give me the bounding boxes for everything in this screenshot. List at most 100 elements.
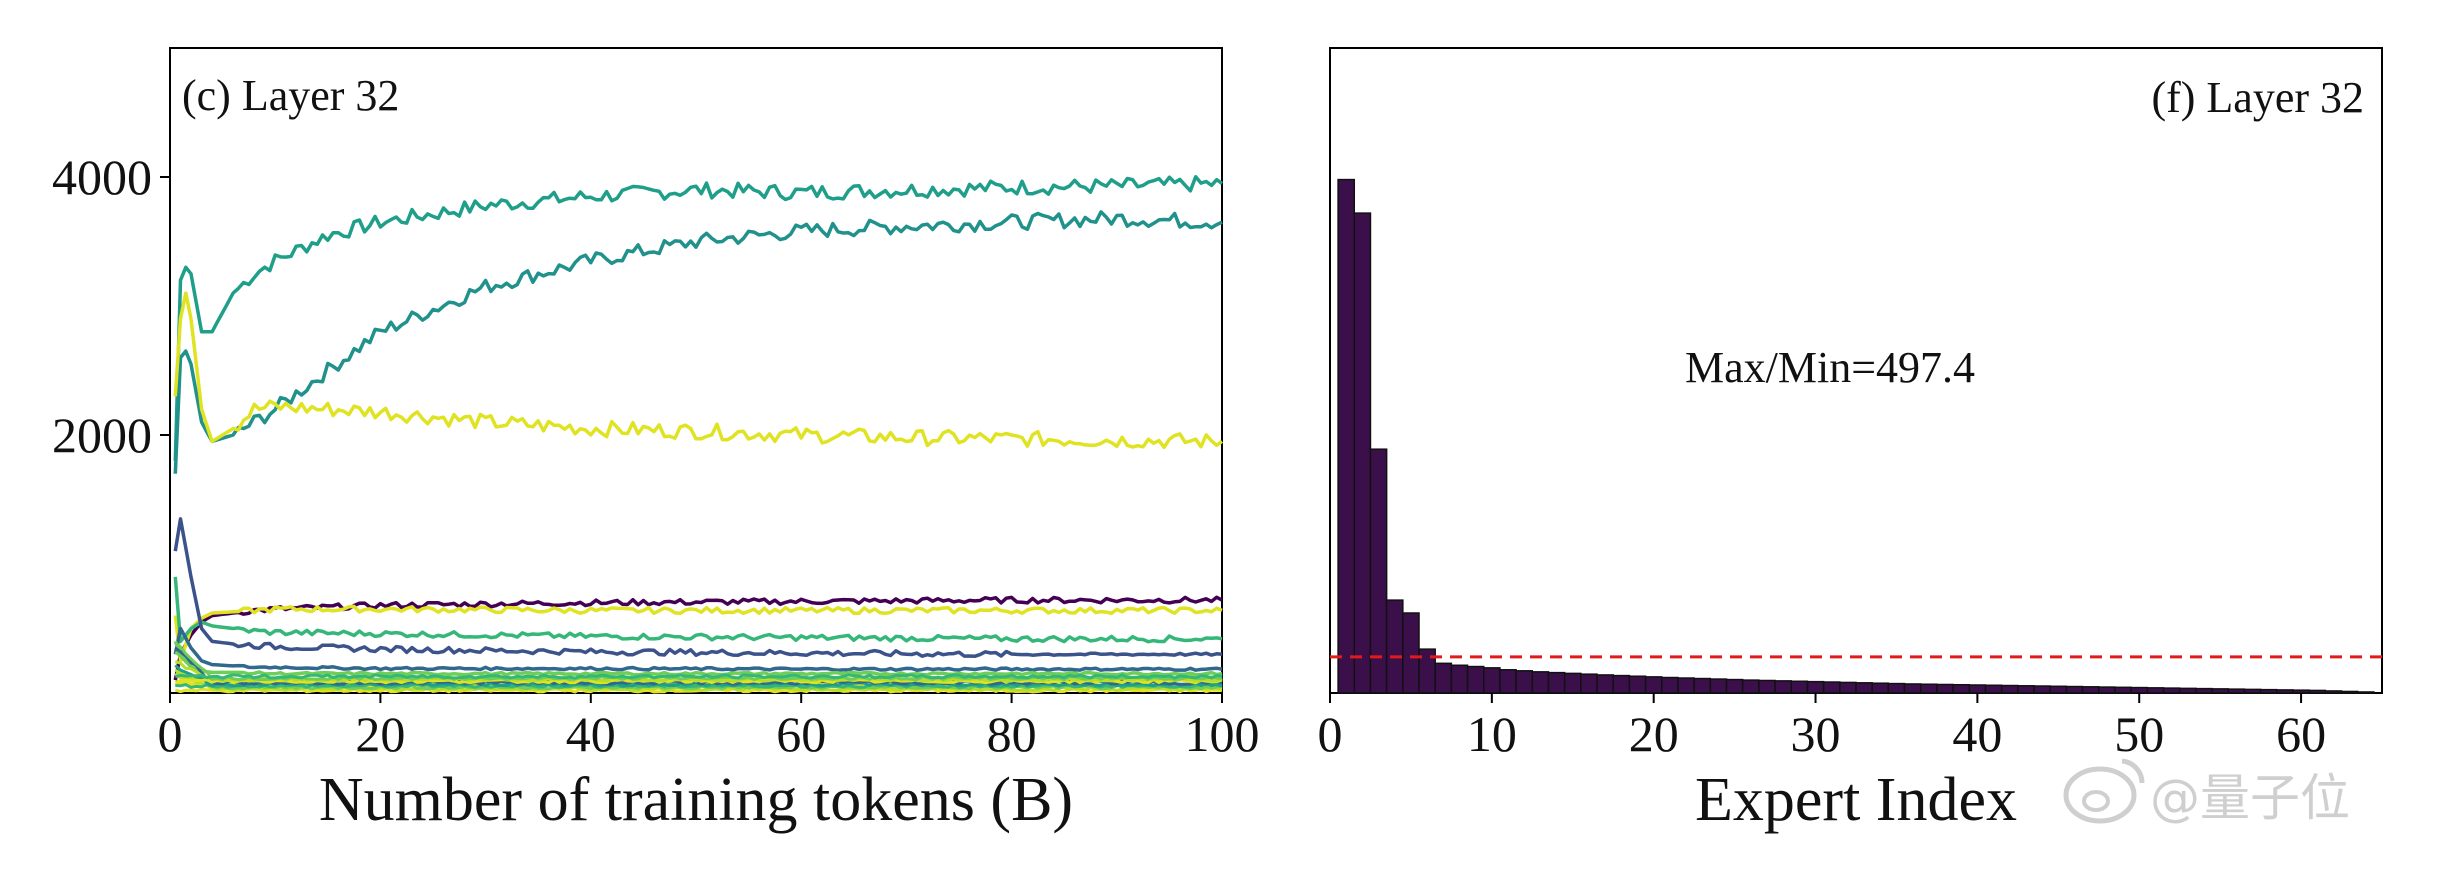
y-axis-ticks: 2000 4000 — [52, 149, 170, 463]
bar-expert-22 — [1677, 677, 1695, 694]
bar-expert-62 — [2324, 690, 2343, 694]
x-axis-title-right: Expert Index — [1695, 766, 2017, 834]
x-tick-label: 80 — [987, 706, 1037, 762]
bar-expert-10 — [1483, 667, 1501, 694]
bar-expert-7 — [1434, 662, 1453, 694]
line-series-2 — [173, 210, 1223, 474]
x-tick-label: 20 — [355, 706, 405, 762]
bar-expert-63 — [2340, 690, 2359, 694]
line-series-6 — [173, 576, 1223, 644]
x-axis-ticks-right: 0 10 20 30 40 50 60 — [1318, 693, 2326, 762]
bar-expert-46 — [2065, 685, 2084, 694]
bar-expert-11 — [1499, 669, 1517, 694]
plot-frame-left — [169, 47, 1223, 694]
x-tick-label: 40 — [566, 706, 616, 762]
max-min-annotation: Max/Min=497.4 — [1685, 343, 1975, 392]
bar-expert-51 — [2146, 687, 2165, 694]
panel-label-c: (c) Layer 32 — [182, 71, 399, 120]
x-tick-label: 0 — [158, 706, 183, 762]
bar-expert-3 — [1369, 448, 1388, 694]
bar-expert-40 — [1968, 684, 1987, 694]
x-tick-label: 60 — [776, 706, 826, 762]
bar-expert-30 — [1806, 680, 1825, 694]
bar-expert-33 — [1855, 682, 1873, 694]
x-tick-label: 0 — [1318, 706, 1343, 762]
bar-expert-57 — [2243, 688, 2262, 694]
bar-expert-42 — [2000, 684, 2019, 694]
bar-expert-50 — [2130, 686, 2149, 694]
bar-expert-18 — [1612, 674, 1631, 694]
bar-expert-21 — [1661, 676, 1679, 694]
line-series-minor-10 — [174, 673, 1223, 680]
bar-expert-32 — [1839, 681, 1857, 694]
bar-expert-48 — [2098, 686, 2116, 694]
bar-expert-17 — [1596, 674, 1614, 694]
bar-expert-27 — [1758, 679, 1776, 694]
bar-expert-38 — [1936, 683, 1954, 694]
bar-expert-26 — [1741, 679, 1760, 694]
x-axis-ticks: 0 20 40 60 80 100 — [158, 693, 1260, 762]
bar-expert-34 — [1871, 682, 1890, 694]
bar-expert-43 — [2017, 685, 2035, 694]
bar-expert-25 — [1725, 678, 1744, 694]
bar-expert-14 — [1547, 671, 1566, 694]
bar-expert-58 — [2259, 688, 2278, 694]
x-tick-label: 50 — [2114, 706, 2164, 762]
watermark: @量子位 — [2063, 758, 2350, 827]
x-tick-label: 60 — [2276, 706, 2326, 762]
bar-series-group — [1337, 178, 2375, 694]
bar-expert-53 — [2178, 687, 2197, 694]
bar-expert-23 — [1693, 677, 1712, 694]
bar-expert-8 — [1450, 664, 1469, 694]
bar-expert-52 — [2162, 687, 2181, 694]
weibo-icon — [2063, 758, 2145, 824]
line-series-group — [173, 175, 1224, 694]
bar-expert-54 — [2195, 687, 2213, 694]
bar-expert-64 — [2356, 691, 2375, 694]
bar-expert-37 — [1919, 683, 1938, 694]
bar-chart-layer-32: 0 10 20 30 40 50 60 (f) Layer 32 Max/Min=497.4… — [1318, 47, 2383, 834]
bar-expert-2 — [1353, 212, 1372, 694]
bar-expert-29 — [1790, 680, 1809, 694]
bar-expert-4 — [1385, 599, 1404, 694]
line-series-9 — [173, 640, 1223, 677]
bar-expert-44 — [2033, 685, 2051, 694]
x-tick-label: 40 — [1952, 706, 2002, 762]
y-tick-label: 2000 — [52, 407, 152, 463]
bar-expert-47 — [2081, 686, 2100, 694]
bar-expert-60 — [2292, 689, 2310, 694]
bar-expert-5 — [1402, 612, 1420, 694]
bar-expert-59 — [2276, 689, 2294, 694]
bar-expert-1 — [1337, 178, 1356, 694]
panel-label-f: (f) Layer 32 — [2151, 73, 2364, 122]
bar-expert-24 — [1709, 678, 1728, 694]
bar-expert-39 — [1952, 683, 1971, 694]
line-series-8 — [173, 626, 1223, 673]
bar-expert-20 — [1644, 676, 1663, 694]
x-tick-label: 30 — [1791, 706, 1841, 762]
bar-expert-12 — [1515, 670, 1534, 694]
line-series-5 — [173, 604, 1223, 663]
x-tick-label: 10 — [1467, 706, 1517, 762]
bar-expert-49 — [2114, 686, 2132, 694]
bar-expert-55 — [2211, 688, 2229, 694]
bar-expert-45 — [2049, 685, 2068, 694]
x-tick-label: 20 — [1629, 706, 1679, 762]
bar-expert-41 — [1984, 684, 2003, 694]
bar-expert-35 — [1887, 682, 1906, 694]
bar-expert-31 — [1822, 681, 1841, 694]
bar-expert-61 — [2308, 689, 2327, 694]
bar-expert-56 — [2227, 688, 2246, 694]
y-tick-label: 4000 — [52, 149, 152, 205]
x-axis-title-left: Number of training tokens (B) — [319, 766, 1073, 834]
bar-expert-15 — [1563, 672, 1582, 694]
bar-expert-16 — [1580, 673, 1598, 694]
bar-expert-9 — [1466, 665, 1485, 694]
line-series-1 — [173, 175, 1224, 461]
bar-expert-13 — [1531, 671, 1550, 694]
line-series-7 — [173, 517, 1223, 659]
bar-expert-28 — [1774, 680, 1793, 694]
line-chart-layer-32: 0 20 40 60 80 100 2000 4000 (c) Layer 32 Numbe… — [52, 47, 1260, 834]
bar-expert-19 — [1628, 675, 1647, 694]
